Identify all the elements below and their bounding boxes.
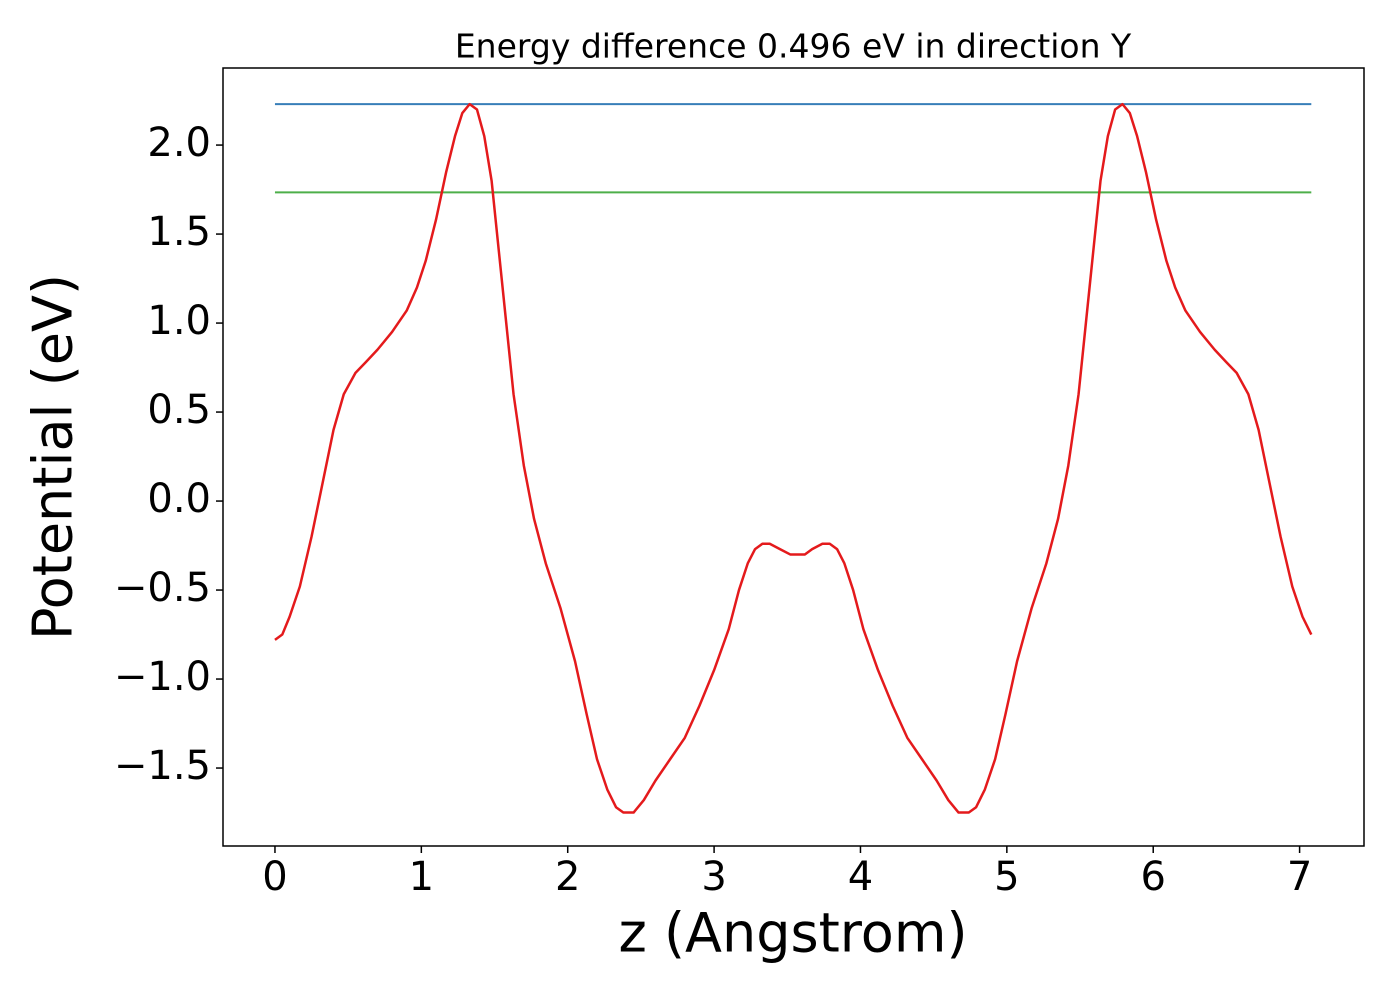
chart-title: Energy difference 0.496 eV in direction … bbox=[455, 27, 1132, 66]
x-axis-label: z (Angstrom) bbox=[618, 902, 967, 965]
x-tick-label: 4 bbox=[848, 854, 873, 900]
y-tick-label: −0.5 bbox=[114, 565, 211, 611]
y-tick-label: −1.0 bbox=[114, 654, 211, 700]
y-tick-label: 1.0 bbox=[147, 298, 211, 344]
y-tick-label: −1.5 bbox=[114, 743, 211, 789]
series-line bbox=[274, 102, 1313, 814]
x-tick-label: 3 bbox=[701, 854, 726, 900]
plot-frame bbox=[222, 67, 1365, 847]
x-tick-label: 7 bbox=[1287, 854, 1312, 900]
x-tick-label: 1 bbox=[409, 854, 434, 900]
x-tick-label: 2 bbox=[555, 854, 580, 900]
y-tick-label: 0.5 bbox=[147, 387, 211, 433]
y-tick-label: 2.0 bbox=[147, 120, 211, 166]
x-tick-label: 5 bbox=[994, 854, 1019, 900]
x-tick-label: 0 bbox=[262, 854, 287, 900]
y-tick-label: 0.0 bbox=[147, 476, 211, 522]
y-tick-label: 1.5 bbox=[147, 209, 211, 255]
x-tick-label: 6 bbox=[1140, 854, 1165, 900]
y-axis-label: Potential (eV) bbox=[22, 274, 85, 640]
